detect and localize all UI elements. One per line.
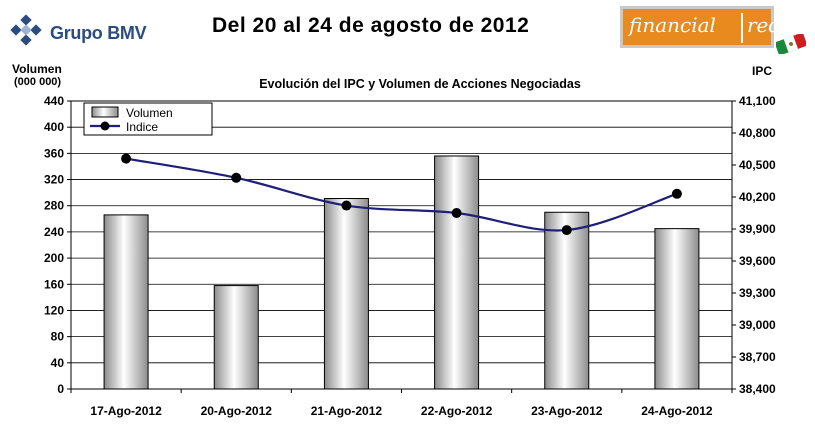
y2-tick-label: 39,600 (739, 254, 776, 268)
mexico-flag-icon (776, 34, 806, 54)
financial-red-text-b: red (747, 13, 782, 37)
y-axis-sublabel: (000 000) (14, 76, 62, 88)
y2-tick-label: 39,300 (739, 286, 776, 300)
bmv-logo-text: Grupo BMV (50, 23, 147, 43)
volume-bar (654, 228, 700, 390)
index-point (121, 153, 132, 164)
y-tick-label: 400 (44, 120, 64, 134)
y2-tick-label: 41,100 (739, 94, 776, 108)
y-tick-label: 320 (44, 173, 64, 187)
y-tick-label: 0 (57, 382, 64, 396)
plot-frame (70, 100, 733, 390)
volume-bar (103, 214, 149, 390)
y-axis-label: Volumen (12, 62, 62, 76)
legend-volume-swatch (91, 106, 119, 118)
y2-tick-label: 40,500 (739, 158, 776, 172)
x-tick-label: 20-Ago-2012 (201, 404, 273, 418)
index-point (671, 188, 682, 199)
financial-red-logo: financial red (620, 6, 807, 56)
y2-tick-label: 39,000 (739, 318, 776, 332)
y2-tick-label: 38,400 (739, 382, 776, 396)
x-tick-label: 23-Ago-2012 (531, 404, 603, 418)
legend-index-label: Indice (126, 120, 158, 134)
y-tick-label: 280 (44, 199, 64, 213)
x-tick-label: 24-Ago-2012 (641, 404, 713, 418)
index-point (561, 225, 572, 236)
index-point (341, 200, 352, 211)
bmv-emblem-icon (10, 14, 42, 46)
index-point (231, 172, 242, 183)
y-tick-label: 160 (44, 277, 64, 291)
financial-red-box: financial red (620, 6, 781, 48)
x-tick-label: 17-Ago-2012 (90, 404, 162, 418)
y-tick-label: 440 (44, 94, 64, 108)
y-tick-label: 120 (44, 303, 64, 317)
volume-bar (544, 211, 590, 390)
chart-title: Evolución del IPC y Volumen de Acciones … (259, 77, 581, 91)
volume-bar (213, 285, 259, 390)
legend-volume-label: Volumen (126, 106, 173, 120)
y-tick-label: 240 (44, 225, 64, 239)
y-tick-label: 200 (44, 251, 64, 265)
x-tick-label: 21-Ago-2012 (311, 404, 383, 418)
financial-red-separator (741, 13, 743, 43)
financial-red-text-a: financial (629, 13, 716, 37)
volume-bar (323, 198, 369, 390)
y2-tick-label: 38,700 (739, 350, 776, 364)
y-tick-label: 80 (51, 330, 65, 344)
volume-bar (434, 155, 480, 390)
y-tick-label: 360 (44, 146, 64, 160)
y2-axis-label: IPC (752, 64, 773, 78)
index-line (125, 157, 678, 232)
y2-tick-label: 40,800 (739, 126, 776, 140)
y2-tick-label: 39,900 (739, 222, 776, 236)
y2-tick-label: 40,200 (739, 190, 776, 204)
grupo-bmv-logo: Grupo BMV (8, 14, 168, 50)
x-tick-label: 22-Ago-2012 (421, 404, 493, 418)
index-point (451, 208, 462, 218)
legend-index-marker (100, 121, 110, 131)
y-tick-label: 40 (51, 356, 65, 370)
page-title: Del 20 al 24 de agosto de 2012 (212, 14, 530, 37)
